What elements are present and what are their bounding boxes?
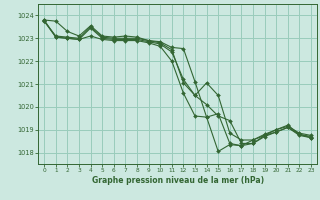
X-axis label: Graphe pression niveau de la mer (hPa): Graphe pression niveau de la mer (hPa)	[92, 176, 264, 185]
